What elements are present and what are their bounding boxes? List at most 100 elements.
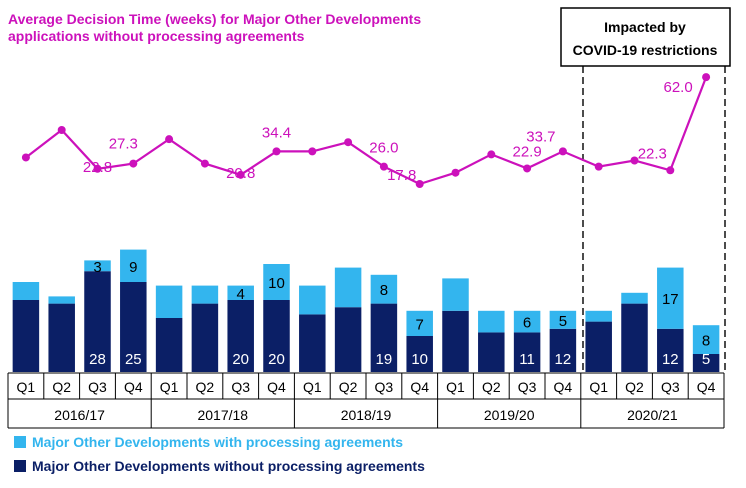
decision-time-point bbox=[702, 73, 711, 82]
bar-without-agreements bbox=[513, 332, 541, 372]
legend-label-without-agreements: Major Other Developments without process… bbox=[32, 458, 425, 474]
bar-without-agreements bbox=[442, 310, 469, 372]
legend-label-with-agreements: Major Other Developments with processing… bbox=[32, 434, 403, 450]
bar-label-with-agreements: 8 bbox=[702, 333, 710, 350]
bar-label-with-agreements: 8 bbox=[380, 282, 388, 299]
bar-without-agreements bbox=[621, 303, 648, 372]
decision-time-point bbox=[200, 159, 209, 168]
decision-time-label: 62.0 bbox=[663, 79, 692, 96]
bar-with-agreements bbox=[299, 285, 326, 315]
quarter-tick-label: Q2 bbox=[625, 379, 644, 395]
bar-label-with-agreements: 5 bbox=[559, 313, 567, 330]
decision-time-point bbox=[558, 147, 567, 156]
bar-label-with-agreements: 4 bbox=[237, 286, 245, 303]
bar-without-agreements bbox=[406, 336, 433, 372]
bar-without-agreements bbox=[299, 314, 326, 372]
quarter-tick-label: Q3 bbox=[88, 379, 107, 395]
quarter-tick-label: Q3 bbox=[231, 379, 250, 395]
bar-with-agreements bbox=[84, 260, 111, 272]
decision-time-point bbox=[308, 147, 317, 156]
covid-annotation-box bbox=[560, 7, 731, 67]
bar-without-agreements bbox=[370, 303, 398, 372]
bar-label-without-agreements: 25 bbox=[125, 351, 142, 368]
bar-with-agreements bbox=[12, 282, 40, 300]
quarter-tick-label: Q4 bbox=[267, 379, 286, 395]
bar-label-with-agreements: 6 bbox=[523, 315, 531, 332]
decision-time-point bbox=[236, 170, 245, 179]
decision-time-point bbox=[57, 126, 66, 135]
year-tick-label: 2018/19 bbox=[341, 407, 392, 423]
decision-time-line bbox=[25, 76, 708, 186]
decision-time-label: 33.7 bbox=[526, 128, 555, 145]
decision-time-point bbox=[415, 180, 424, 188]
bar-without-agreements bbox=[12, 300, 40, 372]
covid-annotation-line-2: COVID-19 restrictions bbox=[573, 42, 718, 58]
decision-time-label: 22.9 bbox=[512, 143, 541, 160]
bar-with-agreements bbox=[263, 264, 290, 300]
quarter-tick-label: Q4 bbox=[124, 379, 143, 395]
category-axis: Q1 Q2 Q3 Q4 Q1 Q2 Q3 Q4 Q1 Q2 Q3 Q4 Q1 Q2 Q3 Q4 Q1 Q2 Q3 Q4… bbox=[7, 372, 725, 429]
legend: Major Other Developments with processing… bbox=[14, 434, 425, 474]
bar-label-without-agreements: 12 bbox=[555, 351, 572, 368]
quarter-tick-label: Q1 bbox=[303, 379, 322, 395]
decision-time-point bbox=[630, 156, 639, 165]
quarter-tick-label: Q2 bbox=[52, 379, 71, 395]
decision-time-label: 20.8 bbox=[226, 165, 255, 182]
decision-time-label: 26.0 bbox=[369, 140, 398, 157]
decision-time-label: 22.3 bbox=[638, 145, 667, 162]
bar-without-agreements bbox=[48, 303, 75, 372]
quarter-tick-label: Q1 bbox=[446, 379, 465, 395]
bar-with-agreements bbox=[120, 249, 147, 282]
decision-time-point bbox=[487, 150, 496, 159]
year-tick-label: 2016/17 bbox=[54, 407, 105, 423]
bar-with-agreements bbox=[513, 310, 541, 333]
bar-with-agreements bbox=[621, 292, 648, 304]
bar-label-with-agreements: 10 bbox=[268, 275, 285, 292]
bar-with-agreements bbox=[406, 310, 433, 336]
legend-swatch-with-agreements bbox=[14, 436, 26, 448]
year-tick-label: 2019/20 bbox=[484, 407, 535, 423]
quarter-tick-label: Q1 bbox=[160, 379, 179, 395]
bar-label-with-agreements: 7 bbox=[416, 316, 424, 333]
bar-without-agreements bbox=[549, 328, 577, 372]
bar-with-agreements bbox=[692, 325, 720, 354]
bar-with-agreements bbox=[155, 285, 183, 318]
bar-label-without-agreements: 11 bbox=[519, 351, 535, 368]
quarter-tick-label: Q4 bbox=[697, 379, 716, 395]
bar-with-agreements bbox=[478, 310, 505, 333]
decision-time-point bbox=[165, 135, 174, 144]
chart-title: Average Decision Time (weeks) for Major … bbox=[8, 11, 421, 44]
quarter-tick-label: Q2 bbox=[482, 379, 501, 395]
decision-time-label: 22.8 bbox=[83, 159, 112, 176]
decision-time-label: 27.3 bbox=[109, 136, 138, 153]
bar-label-with-agreements: 3 bbox=[93, 259, 101, 276]
bar-label-without-agreements: 10 bbox=[411, 351, 428, 368]
bar-label-with-agreements: 17 bbox=[662, 291, 679, 308]
quarter-tick-label: Q3 bbox=[375, 379, 394, 395]
decision-time-point bbox=[451, 168, 460, 177]
quarter-tick-label: Q3 bbox=[661, 379, 680, 395]
quarter-tick-label: Q3 bbox=[518, 379, 537, 395]
bar-without-agreements bbox=[478, 332, 505, 372]
bar-label-with-agreements: 9 bbox=[129, 259, 137, 276]
bar-label-without-agreements: 20 bbox=[232, 351, 249, 368]
decision-time-line-layer: 22.8 27.3 20.8 34.4 26.0 17.8 22.933.7 22.3 62.0 bbox=[21, 73, 711, 188]
bar-without-agreements bbox=[692, 354, 720, 372]
chart-title-line-2: applications without processing agreemen… bbox=[8, 28, 305, 44]
bar-without-agreements bbox=[657, 328, 684, 372]
bar-without-agreements bbox=[585, 321, 612, 372]
decision-time-point bbox=[379, 162, 388, 171]
legend-swatch-without-agreements bbox=[14, 460, 26, 472]
bar-label-without-agreements: 12 bbox=[662, 351, 679, 368]
decision-time-point bbox=[93, 164, 102, 173]
bar-with-agreements bbox=[48, 296, 75, 304]
bar-with-agreements bbox=[191, 285, 219, 304]
bar-without-agreements bbox=[84, 271, 111, 372]
decision-time-point bbox=[344, 138, 353, 147]
bar-with-agreements bbox=[370, 274, 398, 304]
quarter-tick-label: Q1 bbox=[589, 379, 608, 395]
decision-time-point bbox=[21, 153, 30, 162]
bars-layer bbox=[12, 249, 720, 372]
quarter-tick-label: Q1 bbox=[17, 379, 36, 395]
